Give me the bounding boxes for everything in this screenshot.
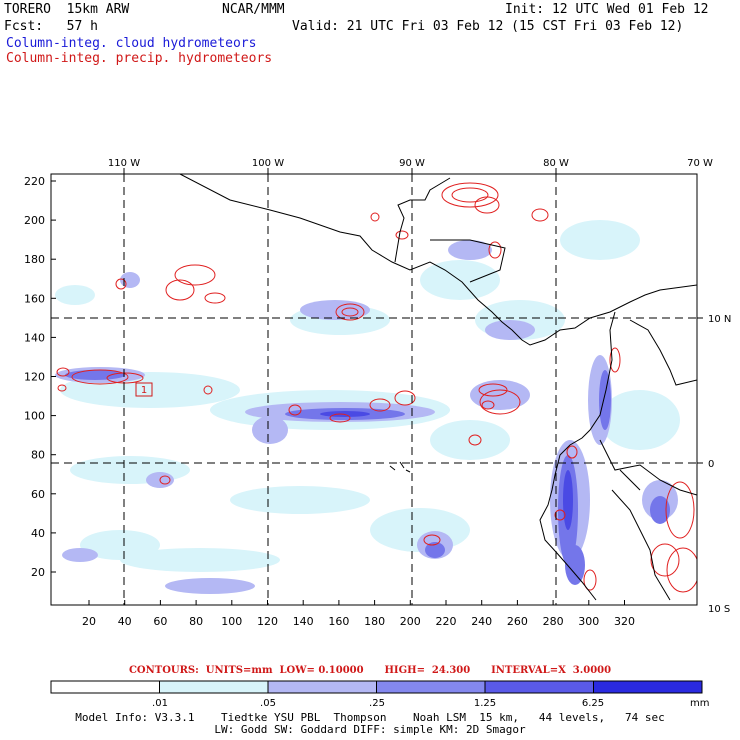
x-grid-label: 200 (400, 615, 421, 628)
lat-label-10s: 10 S (708, 604, 730, 615)
y-grid-label: 100 (24, 410, 45, 423)
shaded-field (55, 174, 697, 601)
y-grid-label: 140 (24, 331, 45, 344)
colorbar (50, 680, 703, 694)
colorbar-segment (376, 680, 486, 694)
x-grid-label: 20 (82, 615, 96, 628)
y-grid-label: 160 (24, 292, 45, 305)
colorbar-label-625: 6.25 (581, 698, 605, 709)
contour-info: CONTOURS: UNITS=mm LOW= 0.10000 HIGH= 24… (128, 665, 612, 676)
model-title: TORERO 15km ARW (4, 2, 130, 17)
x-grid-label: 120 (257, 615, 278, 628)
x-grid-label: 280 (543, 615, 564, 628)
lon-label-70w: 70 W (687, 158, 713, 169)
field-precip-label: Column-integ. precip. hydrometeors (6, 51, 273, 66)
valid-time: Valid: 21 UTC Fri 03 Feb 12 (15 CST Fri … (292, 19, 684, 34)
lon-label-110w: 110 W (108, 158, 140, 169)
lat-label-10n: 10 N (708, 314, 731, 325)
y-grid-label: 20 (31, 566, 45, 579)
model-info-line1: Model Info: V3.3.1 Tiedtke YSU PBL Thomp… (75, 711, 665, 724)
y-grid-label: 220 (24, 175, 45, 188)
lon-label-90w: 90 W (399, 158, 425, 169)
x-grid-label: 40 (118, 615, 132, 628)
x-grid-label: 320 (614, 615, 635, 628)
x-grid-label: 300 (578, 615, 599, 628)
colorbar-unit: mm (690, 698, 710, 709)
y-grid-label: 40 (31, 527, 45, 540)
init-time: Init: 12 UTC Wed 01 Feb 12 (505, 2, 709, 17)
low-marker (135, 382, 153, 397)
colorbar-segment (50, 680, 160, 694)
colorbar-label-025: .25 (369, 698, 385, 709)
field-cloud-label: Column-integ. cloud hydrometeors (6, 36, 257, 51)
x-grid-label: 140 (293, 615, 314, 628)
graticule (51, 174, 697, 605)
y-grid-label: 60 (31, 488, 45, 501)
y-grid-label: 120 (24, 371, 45, 384)
colorbar-label-005: .05 (260, 698, 276, 709)
colorbar-segment (484, 680, 594, 694)
x-grid-label: 260 (507, 615, 528, 628)
y-grid-label: 180 (24, 253, 45, 266)
x-grid-label: 80 (189, 615, 203, 628)
colorbar-segment (593, 680, 703, 694)
y-grid-label: 200 (24, 214, 45, 227)
lat-label-0: 0 (708, 459, 714, 470)
x-grid-label: 240 (471, 615, 492, 628)
colorbar-label-001: .01 (152, 698, 168, 709)
colorbar-label-125: 1.25 (473, 698, 497, 709)
lon-label-100w: 100 W (252, 158, 284, 169)
x-grid-label: 60 (153, 615, 167, 628)
x-grid-label: 220 (436, 615, 457, 628)
forecast-hour: Fcst: 57 h (4, 19, 98, 34)
map-frame (50, 173, 698, 606)
y-grid-label: 80 (31, 449, 45, 462)
lon-label-80w: 80 W (543, 158, 569, 169)
model-info-line2: LW: Godd SW: Goddard DIFF: simple KM: 2D… (214, 723, 526, 736)
axis-ticks (51, 168, 703, 605)
colorbar-segment (159, 680, 269, 694)
center-label: NCAR/MMM (222, 2, 285, 17)
x-grid-label: 100 (221, 615, 242, 628)
x-grid-label: 180 (364, 615, 385, 628)
low-marker-label: 1 (141, 385, 147, 396)
colorbar-segment (267, 680, 377, 694)
x-grid-label: 160 (328, 615, 349, 628)
